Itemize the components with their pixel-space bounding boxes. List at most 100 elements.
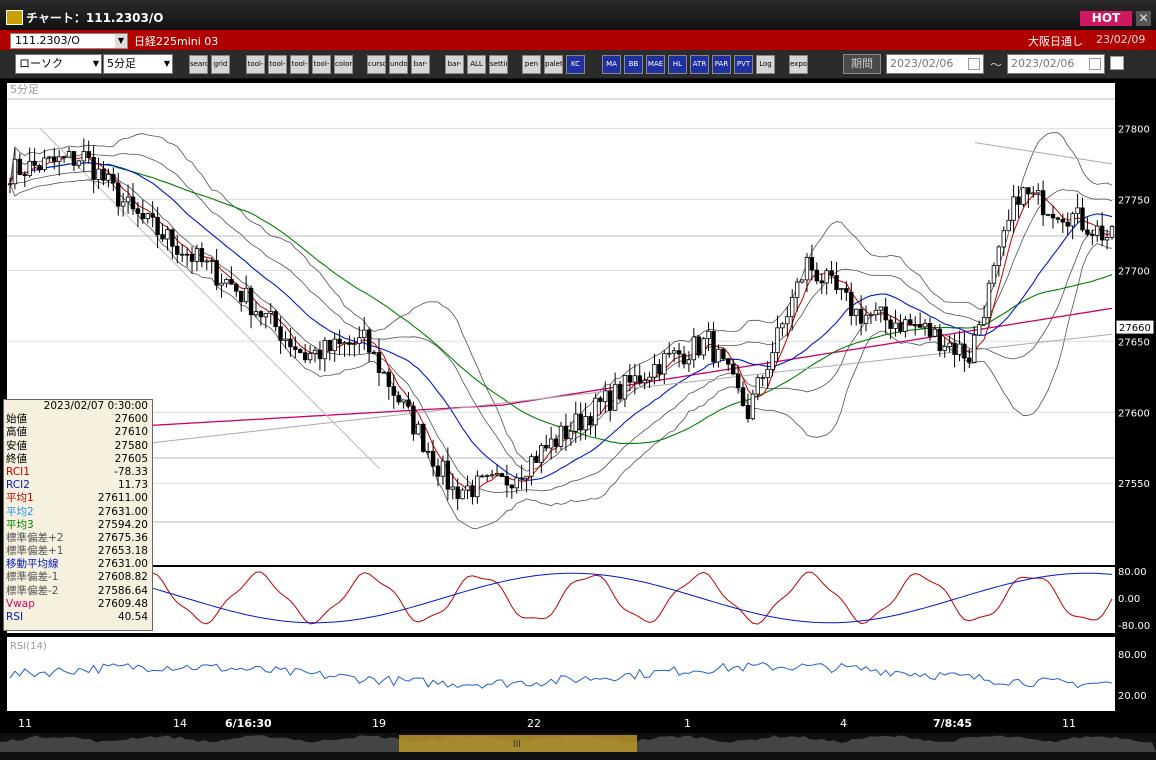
- ma2-line: [9, 162, 1113, 481]
- toolbar-export-button[interactable]: export: [789, 55, 808, 74]
- toolbar-bar-b-button[interactable]: bar-b: [445, 55, 464, 74]
- chart-type-select[interactable]: ローソク ▼: [15, 54, 102, 74]
- symbol-input[interactable]: 111.2303/O ▼: [10, 33, 128, 49]
- hot-button[interactable]: HOT: [1080, 11, 1132, 26]
- info-row-value: 27600: [114, 413, 148, 426]
- period-button[interactable]: 期間: [843, 54, 881, 74]
- rsi-tick: 80.00: [1118, 650, 1147, 661]
- interval-select[interactable]: 5分足 ▼: [103, 54, 173, 74]
- candle-body: [839, 288, 844, 291]
- toolbar-bb-button[interactable]: BB: [624, 55, 643, 74]
- toolbar-settings-button[interactable]: settings: [489, 55, 508, 74]
- candle-body: [745, 405, 751, 420]
- toolbar-kc-button[interactable]: KC: [566, 55, 585, 74]
- candle-body: [140, 213, 146, 220]
- candle-body: [976, 324, 982, 336]
- candle-body: [991, 265, 997, 284]
- candle-body: [819, 280, 824, 284]
- candle-body: [22, 174, 27, 176]
- candle-body: [150, 213, 155, 218]
- candle-body: [1080, 207, 1085, 231]
- candle-body: [544, 445, 549, 449]
- toolbar-pen-button[interactable]: pen: [522, 55, 541, 74]
- candle-body: [480, 475, 485, 478]
- candle-body: [972, 334, 977, 363]
- candle-body: [111, 173, 116, 184]
- date-from-input[interactable]: 2023/02/06: [886, 54, 984, 74]
- toolbar-palette-button[interactable]: palette: [544, 55, 563, 74]
- candle-body: [706, 330, 711, 340]
- candle-body: [539, 445, 544, 463]
- candle-body: [1109, 226, 1115, 238]
- main-pane[interactable]: [7, 83, 1115, 565]
- toolbar-undo-button[interactable]: undo: [389, 55, 408, 74]
- trend-line: [39, 128, 381, 470]
- chevron-down-icon[interactable]: ▼: [115, 34, 127, 48]
- market-name: 大阪日通し: [1028, 35, 1083, 48]
- toolbar-bar-a-button[interactable]: bar-a: [411, 55, 430, 74]
- candle-body: [106, 173, 111, 181]
- candle-body: [962, 343, 967, 359]
- candle-body: [652, 364, 657, 378]
- toolbar-atr-button[interactable]: ATR: [690, 55, 709, 74]
- candle-body: [307, 353, 313, 361]
- oscillator-pane[interactable]: [7, 567, 1115, 633]
- candle-body: [1090, 233, 1095, 236]
- toolbar-cursor-button[interactable]: cursor: [367, 55, 386, 74]
- scroll-grip-icon: III: [513, 740, 521, 750]
- toolbar-tool-d-button[interactable]: tool-d: [312, 55, 331, 74]
- candle-body: [234, 283, 239, 292]
- candle-body: [42, 157, 47, 171]
- candle-body: [598, 397, 603, 403]
- window-title: チャート：111.2303/O: [26, 11, 164, 25]
- rsi-label: RSI(14): [10, 641, 47, 652]
- scroll-thumb[interactable]: [399, 735, 637, 752]
- candle-body: [253, 311, 259, 316]
- candle-body: [1026, 187, 1031, 195]
- toolbar-mae-button[interactable]: MAE: [646, 55, 665, 74]
- info-row-value: 27594.20: [97, 518, 148, 531]
- candle-body: [834, 275, 839, 291]
- calendar-icon[interactable]: [1089, 58, 1101, 70]
- candle-body: [667, 352, 672, 355]
- toolbar-ma-button[interactable]: MA: [602, 55, 621, 74]
- price-chart[interactable]: 27800 27750 27700 27650 27600 27550 27660 80.00…: [0, 80, 1156, 760]
- info-row: 平均3 27594.20: [4, 519, 152, 532]
- toolbar-color-button[interactable]: color: [334, 55, 353, 74]
- info-row-label: 安値: [6, 439, 27, 452]
- candle-body: [632, 375, 637, 383]
- candle-body: [283, 338, 288, 341]
- info-row-value: 27631.00: [97, 505, 148, 518]
- info-timestamp: 2023/02/07 0:30:00: [43, 400, 148, 412]
- toolbar-tool-c-button[interactable]: tool-c: [290, 55, 309, 74]
- toolbar-log-button[interactable]: Log: [756, 55, 775, 74]
- info-row-value: -78.33: [114, 465, 148, 478]
- toolbar-all-button[interactable]: ALL: [467, 55, 486, 74]
- candle-body: [47, 156, 52, 159]
- info-row-value: 40.54: [117, 611, 148, 624]
- rsi-tick: 20.00: [1118, 691, 1147, 702]
- candle-body: [371, 351, 377, 354]
- toolbar-grid-button[interactable]: grid: [211, 55, 230, 74]
- toolbar-search-button[interactable]: search: [189, 55, 208, 74]
- candle-body: [440, 460, 446, 477]
- toolbar-par-button[interactable]: PAR: [712, 55, 731, 74]
- toolbar-pvt-button[interactable]: PVT: [734, 55, 753, 74]
- toolbar-tool-a-button[interactable]: tool-a: [246, 55, 265, 74]
- toolbar-hl-button[interactable]: HL: [668, 55, 687, 74]
- trend-line: [974, 142, 1113, 165]
- date-to-input[interactable]: 2023/02/06: [1007, 54, 1105, 74]
- candle-body: [425, 450, 431, 453]
- toolbar-tool-b-button[interactable]: tool-b: [268, 55, 287, 74]
- info-row-value: 27611.00: [97, 492, 148, 505]
- candle-body: [849, 291, 854, 317]
- info-row: 安値 27580: [4, 440, 152, 453]
- candle-body: [548, 438, 554, 449]
- info-row-label: 始値: [6, 413, 27, 426]
- close-icon[interactable]: ✕: [1136, 11, 1151, 26]
- sync-checkbox[interactable]: [1110, 56, 1124, 70]
- candle-body: [224, 279, 229, 284]
- calendar-icon[interactable]: [968, 58, 980, 70]
- rsi-pane[interactable]: [7, 637, 1115, 711]
- candle-body: [676, 350, 682, 355]
